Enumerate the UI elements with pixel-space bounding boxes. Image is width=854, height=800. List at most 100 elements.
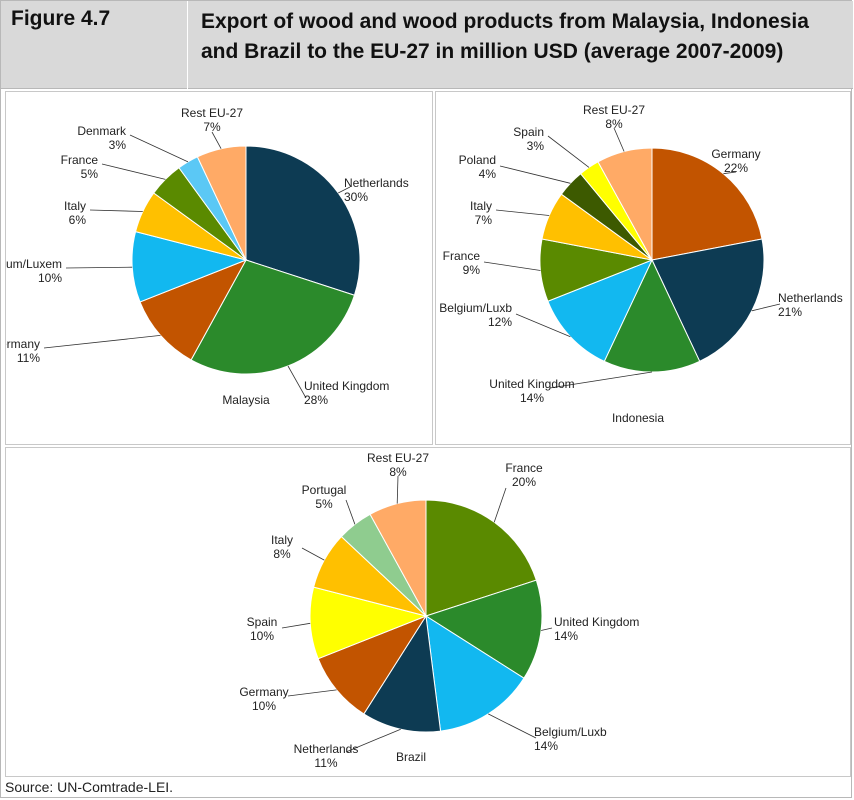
slice-label-united-kingdom: United Kingdom xyxy=(554,615,639,629)
figure-title-line1: Export of wood and wood products from Ma… xyxy=(201,10,809,33)
slice-label-france: France xyxy=(61,153,99,167)
slice-value-spain: 3% xyxy=(527,139,545,153)
pie-slice-belgium-luxb xyxy=(425,615,525,732)
slice-label-netherlands: Netherlands xyxy=(778,291,843,305)
pie-slice-germany xyxy=(139,259,248,361)
leader-line-belgium-luxem xyxy=(65,266,133,269)
slice-value-germany: 11% xyxy=(17,351,40,365)
pie-slice-netherlands xyxy=(363,614,442,733)
slice-value-france: 9% xyxy=(463,263,481,277)
leader-line-denmark xyxy=(129,134,189,163)
leader-line-spain xyxy=(547,135,590,168)
leader-line-spain xyxy=(281,622,311,629)
pie-slice-spain xyxy=(309,586,428,660)
slice-value-poland: 4% xyxy=(479,167,497,181)
slice-value-italy: 7% xyxy=(475,213,493,227)
leader-line-netherlands xyxy=(751,303,781,312)
pie-slice-germany xyxy=(651,147,763,261)
slice-value-netherlands: 30% xyxy=(344,190,368,204)
slice-label-belgium-luxb: Belgium/Luxb xyxy=(534,725,607,739)
pie-slice-netherlands xyxy=(245,145,361,296)
leader-line-united-kingdom xyxy=(287,365,307,399)
slice-value-france: 20% xyxy=(512,475,536,489)
slice-value-united-kingdom: 28% xyxy=(304,393,328,407)
slice-value-denmark: 3% xyxy=(109,138,127,152)
leader-line-united-kingdom xyxy=(541,627,553,631)
slice-value-netherlands: 11% xyxy=(314,756,337,770)
pie-title-malaysia: Malaysia xyxy=(222,393,270,407)
leader-line-poland xyxy=(499,165,571,184)
leader-line-germany xyxy=(287,689,337,697)
slice-label-france: France xyxy=(505,461,543,475)
slice-label-united-kingdom: United Kingdom xyxy=(489,377,574,391)
leader-line-france xyxy=(493,487,507,523)
slice-label-poland: Poland xyxy=(459,153,496,167)
pie-slice-united-kingdom xyxy=(424,579,543,679)
slice-label-netherlands: Netherlands xyxy=(294,742,359,756)
leader-line-united-kingdom xyxy=(549,371,653,389)
slice-value-rest-eu-27: 8% xyxy=(605,117,623,131)
leader-line-italy xyxy=(89,209,143,212)
figure-title-line2: and Brazil to the EU-27 in million USD (… xyxy=(201,40,784,63)
slice-value-italy: 8% xyxy=(273,547,291,561)
pie-slice-france xyxy=(425,499,537,617)
leader-line-rest-eu-27 xyxy=(211,131,222,149)
slice-label-rest-eu-27: Rest EU-27 xyxy=(367,451,429,465)
leader-line-netherlands xyxy=(345,728,401,753)
leader-line-france xyxy=(483,261,541,271)
figure-title: Export of wood and wood products from Ma… xyxy=(201,7,841,67)
slice-label-germany: Germany xyxy=(6,337,40,351)
slice-label-rest-eu-27: Rest EU-27 xyxy=(583,103,645,117)
leader-line-italy xyxy=(301,547,325,561)
leader-line-rest-eu-27 xyxy=(396,475,399,504)
figure-header: Figure 4.7 Export of wood and wood produ… xyxy=(1,1,853,89)
pie-slices xyxy=(309,499,543,733)
slice-label-spain: Spain xyxy=(513,125,544,139)
slice-label-portugal: Portugal xyxy=(302,483,347,497)
slice-value-belgium-luxem: 10% xyxy=(38,271,62,285)
slice-label-belgium-luxb: Belgium/Luxb xyxy=(439,301,512,315)
header-divider xyxy=(187,1,188,89)
pie-slice-rest-eu-27 xyxy=(196,145,247,261)
slice-value-belgium-luxb: 12% xyxy=(488,315,512,329)
slice-label-netherlands: Netherlands xyxy=(344,176,409,190)
slice-label-belgium-luxem: Belgium/Luxem xyxy=(6,257,62,271)
slice-label-denmark: Denmark xyxy=(77,124,127,138)
slice-value-portugal: 5% xyxy=(315,497,333,511)
slice-label-italy: Italy xyxy=(271,533,293,547)
leader-line-portugal xyxy=(345,499,356,525)
slice-value-spain: 10% xyxy=(250,629,274,643)
slice-label-united-kingdom: United Kingdom xyxy=(304,379,389,393)
pie-title-indonesia: Indonesia xyxy=(612,411,664,425)
slice-label-italy: Italy xyxy=(470,199,492,213)
leader-line-france xyxy=(101,163,166,180)
slice-label-france: France xyxy=(443,249,481,263)
pie-slices xyxy=(539,147,765,373)
slice-label-italy: Italy xyxy=(64,199,86,213)
leader-line-rest-eu-27 xyxy=(613,127,625,152)
pie-slices xyxy=(131,145,361,375)
panel-indonesia: Germany 22% Netherlands 21% United Kingdom 14… xyxy=(435,91,851,445)
slice-value-france: 5% xyxy=(81,167,99,181)
slice-value-germany: 22% xyxy=(724,161,748,175)
slice-value-united-kingdom: 14% xyxy=(520,391,544,405)
leader-line-italy xyxy=(495,209,550,216)
leader-line-germany xyxy=(723,171,737,175)
pie-slice-rest-eu-27 xyxy=(597,147,653,261)
slice-value-germany: 10% xyxy=(252,699,276,713)
leader-line-germany xyxy=(43,335,161,349)
pie-title-brazil: Brazil xyxy=(396,750,426,764)
leader-line-belgium-luxb xyxy=(515,313,571,338)
panel-brazil: France 20% United Kingdom 14% Belgium/Luxb 14… xyxy=(5,447,851,777)
slice-label-rest-eu-27: Rest EU-27 xyxy=(181,106,243,120)
figure-label: Figure 4.7 xyxy=(11,7,111,30)
pie-slice-netherlands xyxy=(651,238,765,363)
slice-value-netherlands: 21% xyxy=(778,305,802,319)
slice-value-united-kingdom: 14% xyxy=(554,629,578,643)
slice-label-spain: Spain xyxy=(247,615,278,629)
slice-value-belgium-luxb: 14% xyxy=(534,739,558,753)
